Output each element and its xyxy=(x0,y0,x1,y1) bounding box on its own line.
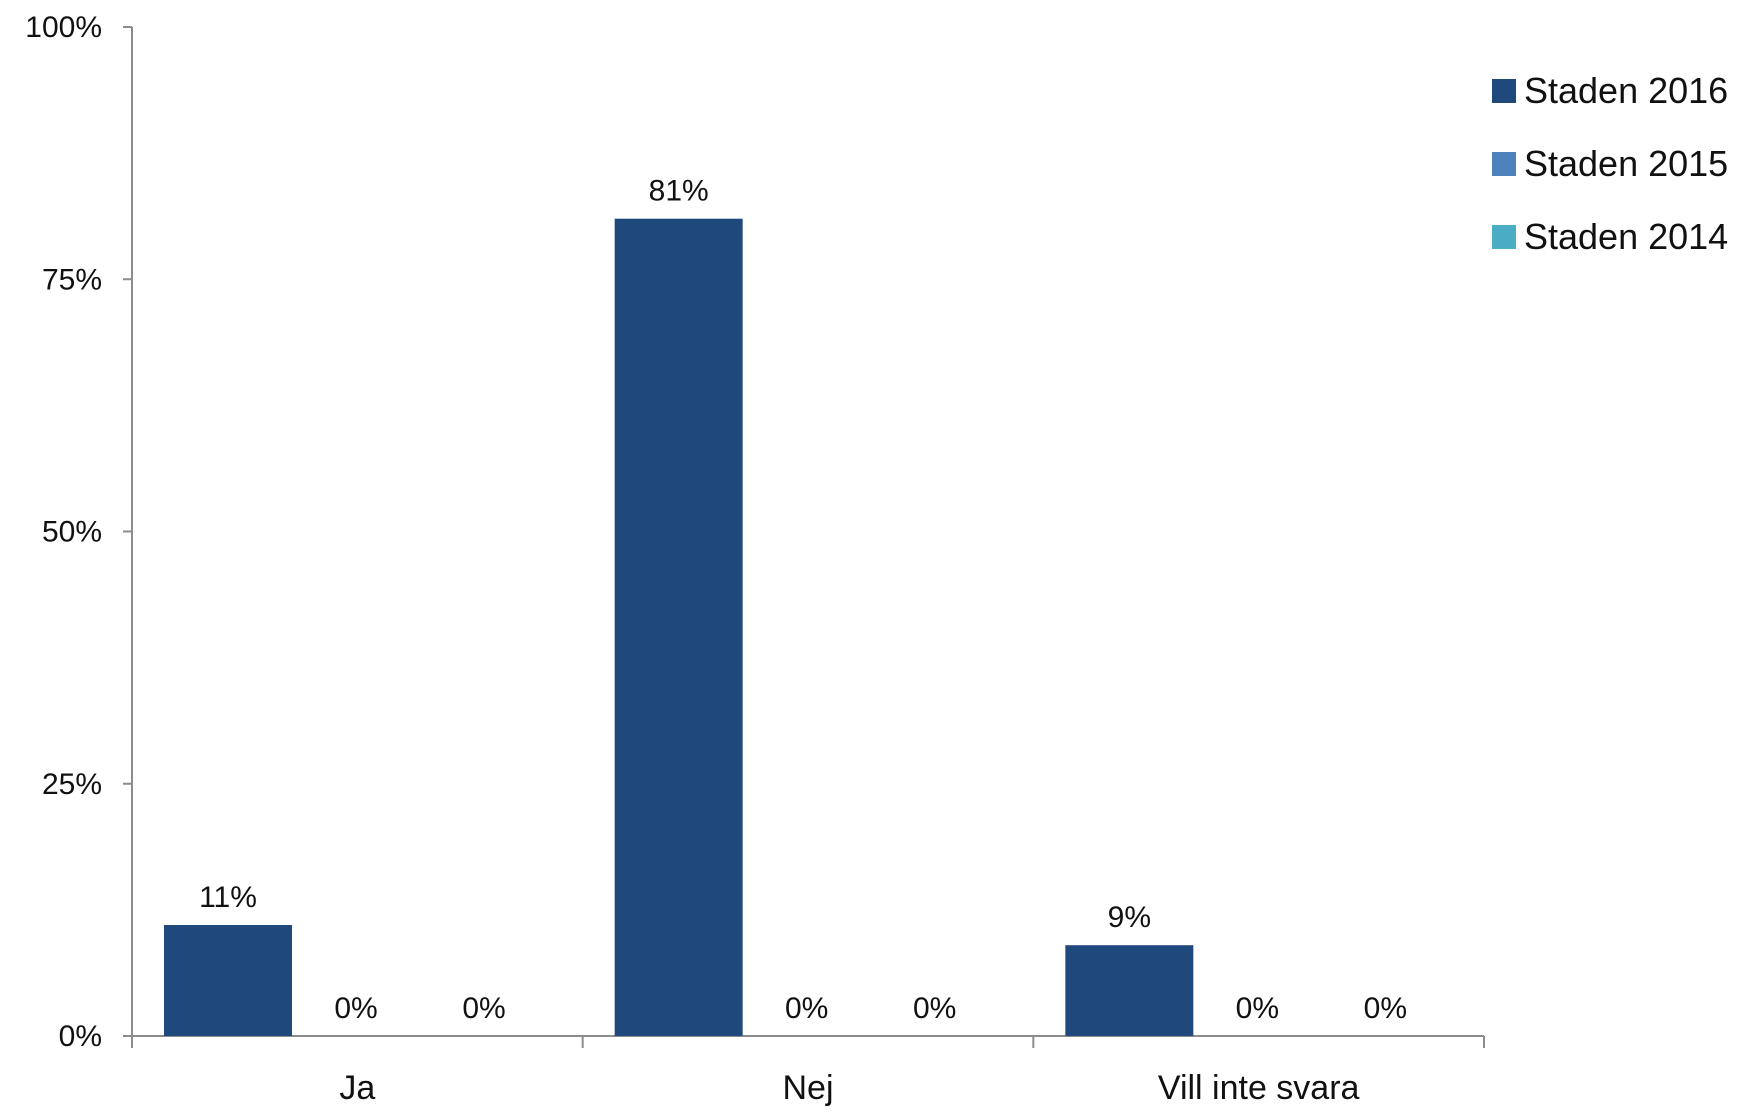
data-label: 0% xyxy=(462,992,505,1025)
bar xyxy=(164,925,292,1036)
data-label: 0% xyxy=(1236,992,1279,1025)
y-tick-label: 0% xyxy=(59,1020,102,1053)
y-tick-label: 100% xyxy=(25,11,102,44)
x-category-label: Vill inte svara xyxy=(1158,1069,1360,1107)
legend-swatch xyxy=(1492,225,1516,249)
bar xyxy=(1065,945,1194,1036)
bar xyxy=(614,218,743,1036)
x-category-label: Ja xyxy=(339,1069,375,1107)
legend-label: Staden 2015 xyxy=(1524,143,1728,184)
data-label: 0% xyxy=(334,992,377,1025)
x-category-label: Nej xyxy=(782,1069,833,1107)
bars xyxy=(164,218,1194,1036)
data-labels: 11% 0% 0% 81% 0% 0% 9% 0% 0% xyxy=(199,175,1407,1025)
data-label: 0% xyxy=(913,992,956,1025)
data-label: 11% xyxy=(199,881,257,914)
axes: 0% 25% 50% 75% 100% Ja Nej Vill inte svara xyxy=(25,11,1485,1107)
legend-swatch xyxy=(1492,152,1516,176)
legend-swatch xyxy=(1492,79,1516,103)
data-label: 81% xyxy=(649,175,709,208)
legend-label: Staden 2016 xyxy=(1524,70,1728,111)
data-label: 0% xyxy=(785,992,828,1025)
y-tick-label: 25% xyxy=(42,768,102,801)
data-label: 0% xyxy=(1364,992,1407,1025)
y-tick-label: 50% xyxy=(42,516,102,549)
y-tick-label: 75% xyxy=(42,263,102,296)
data-label: 9% xyxy=(1108,901,1151,934)
legend-label: Staden 2014 xyxy=(1524,216,1728,257)
legend: Staden 2016 Staden 2015 Staden 2014 xyxy=(1492,70,1728,257)
